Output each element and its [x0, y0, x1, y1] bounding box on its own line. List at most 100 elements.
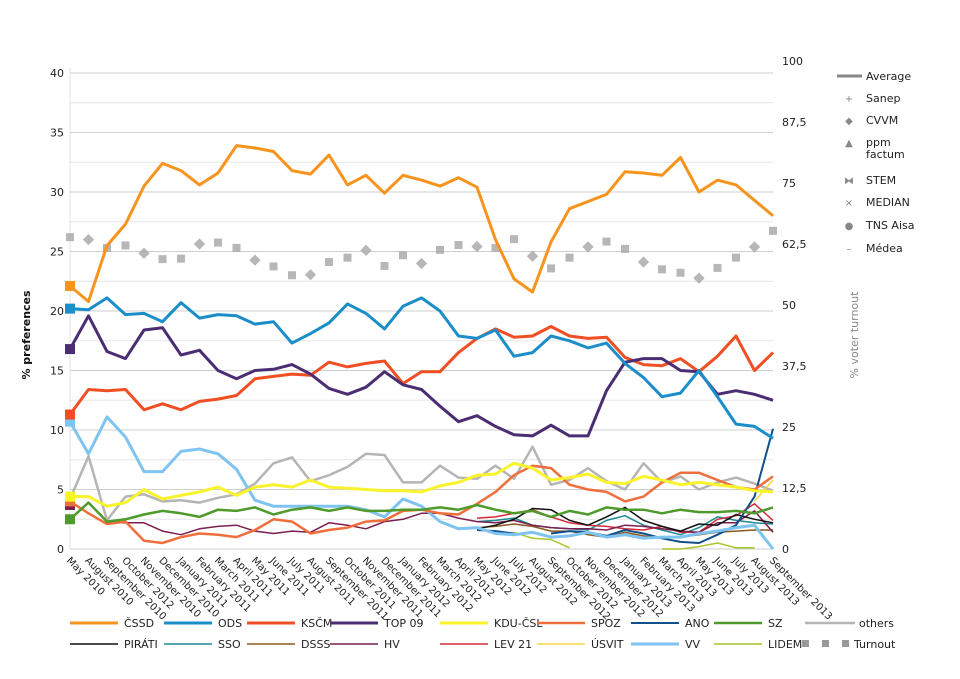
legend-label: TOP 09 — [383, 617, 424, 630]
y-tick-label: 25 — [50, 246, 64, 259]
series-line-lidem — [513, 531, 755, 550]
turnout-point — [158, 255, 167, 264]
legend-label: SPOZ — [591, 617, 621, 630]
turnout-point — [602, 237, 611, 246]
turnout-point — [565, 253, 574, 262]
turnout-point — [658, 265, 666, 274]
start-marker-ks-m — [65, 409, 75, 420]
y-right-tick-label: 100 — [782, 55, 803, 68]
turnout-point — [138, 247, 150, 259]
legend-poll-label: Average — [866, 70, 911, 83]
turnout-point — [454, 240, 463, 249]
legend-label: PIRÁTI — [124, 638, 158, 651]
legend-label: Turnout — [853, 638, 896, 651]
turnout-point — [82, 233, 95, 246]
turnout-point — [269, 262, 278, 271]
legend-label: ANO — [685, 617, 710, 630]
y-right-tick-label: 87,5 — [782, 116, 807, 129]
legend-poll-symbol-icon: ● — [845, 221, 854, 232]
turnout-point — [436, 245, 444, 254]
y-tick-label: 35 — [50, 127, 64, 140]
legend-poll-label: ppm — [866, 136, 891, 149]
series-line-vv — [68, 415, 775, 550]
legend-label: ČSSD — [124, 617, 154, 630]
legend-turnout-icon — [822, 640, 829, 647]
turnout-point — [732, 253, 740, 262]
y-right-tick-label: 62,5 — [782, 238, 807, 251]
turnout-series — [66, 226, 777, 284]
legend-turnout-icon — [802, 640, 809, 647]
y-tick-label: 15 — [50, 365, 64, 378]
series-line-sz — [69, 501, 774, 523]
turnout-point — [769, 226, 777, 235]
start-marker-kdu-sl — [65, 491, 75, 502]
legend-poll-symbol-icon: ◆ — [845, 116, 853, 127]
turnout-point — [360, 244, 372, 257]
y-tick-label: 0 — [57, 543, 64, 556]
start-marker-sz — [65, 514, 75, 525]
legend-label: HV — [384, 638, 400, 651]
series-lines — [68, 144, 775, 550]
turnout-point — [214, 238, 222, 247]
y-right-tick-label: 25 — [782, 421, 796, 434]
y-tick-label: 10 — [50, 424, 64, 437]
legend-label: ÚSVIT — [591, 638, 624, 651]
turnout-point — [676, 268, 685, 277]
legend-poll-label: CVVM — [866, 114, 898, 127]
series-line-ods — [69, 296, 774, 440]
start-marker-top-09 — [65, 344, 75, 355]
turnout-point — [66, 233, 74, 242]
series-line-others — [68, 445, 774, 522]
y-right-tick-label: 75 — [782, 177, 796, 190]
series-line-top-09 — [68, 314, 774, 438]
turnout-point — [415, 257, 428, 270]
legend-poll-symbol-icon: + — [845, 94, 853, 105]
legend-poll-label: factum — [866, 148, 905, 161]
legend-poll-label: TNS Aisa — [865, 219, 914, 232]
y-tick-label: 20 — [50, 305, 64, 318]
legend-label: VV — [685, 638, 701, 651]
turnout-point — [399, 251, 407, 260]
y-tick-label: 40 — [50, 67, 64, 80]
legend-label: LEV 21 — [494, 638, 532, 651]
turnout-point — [177, 254, 185, 263]
turnout-point — [193, 238, 206, 250]
legend-poll-label: Sanep — [866, 92, 900, 105]
legend-turnout-icon — [842, 640, 849, 647]
turnout-point — [288, 271, 296, 280]
legend-label: DSSS — [301, 638, 330, 651]
legend-poll-symbol-icon: × — [845, 198, 853, 209]
legend-label: KDU-ČSL — [494, 617, 543, 630]
turnout-point — [748, 241, 761, 253]
y-right-tick-label: 37,5 — [782, 360, 807, 373]
start-marker-ods — [65, 303, 75, 314]
turnout-point — [380, 261, 389, 270]
legend-label: KSČM — [301, 617, 332, 630]
y-right-tick-label: 0 — [782, 543, 789, 556]
y-right-tick-label: 12,5 — [782, 482, 807, 495]
legend-label: SZ — [768, 617, 783, 630]
y-axis-title: % preferences — [20, 290, 33, 380]
turnout-point — [249, 254, 261, 266]
legend-label: LIDEM — [768, 638, 802, 651]
legend-poll-label: MEDIAN — [866, 196, 910, 209]
turnout-point — [547, 264, 555, 273]
y-axis-left: 0 5 10 15 20 25 30 35 40 — [50, 67, 64, 556]
turnout-point — [121, 241, 130, 250]
turnout-point — [491, 243, 500, 252]
series-line-ks-m — [68, 325, 775, 416]
turnout-point — [343, 253, 352, 262]
series-legend: ČSSD ODS KSČM TOP 09 KDU-ČSL SPOZ ANO SZ others P… — [70, 617, 896, 651]
y-tick-label: 30 — [50, 186, 64, 199]
turnout-point — [637, 256, 650, 268]
legend-poll-label: Médea — [866, 242, 903, 255]
turnout-point — [621, 244, 629, 253]
series-line-kdu-sl — [70, 461, 774, 508]
turnout-point — [325, 258, 333, 267]
turnout-point — [582, 241, 594, 253]
turnout-point — [526, 250, 539, 262]
turnout-point — [304, 269, 317, 281]
y-axis-right-title: % voter turnout — [848, 291, 861, 379]
